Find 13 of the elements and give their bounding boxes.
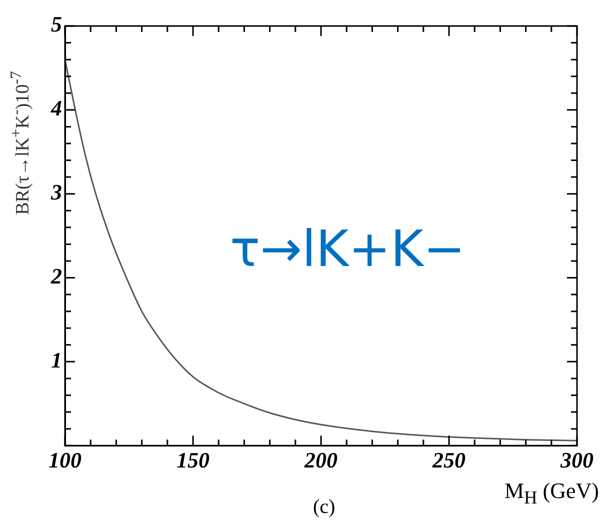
x-tick-label: 250 <box>432 447 466 472</box>
y-tick-label: 2 <box>50 263 62 288</box>
y-tick-label: 1 <box>51 347 62 372</box>
y-tick-label: 4 <box>50 96 62 121</box>
x-axis-title: M$_{H}$ (GeV) <box>504 478 599 508</box>
x-tick-label: 300 <box>560 447 594 472</box>
x-tick-label: 100 <box>48 447 82 472</box>
y-tick-label: 3 <box>50 180 62 205</box>
x-tick-label: 200 <box>304 447 338 472</box>
x-tick-label: 150 <box>176 447 210 472</box>
y-tick-label: 5 <box>51 12 62 37</box>
text: (c) <box>313 496 336 519</box>
annotation: τ→lK+K− <box>230 220 466 278</box>
